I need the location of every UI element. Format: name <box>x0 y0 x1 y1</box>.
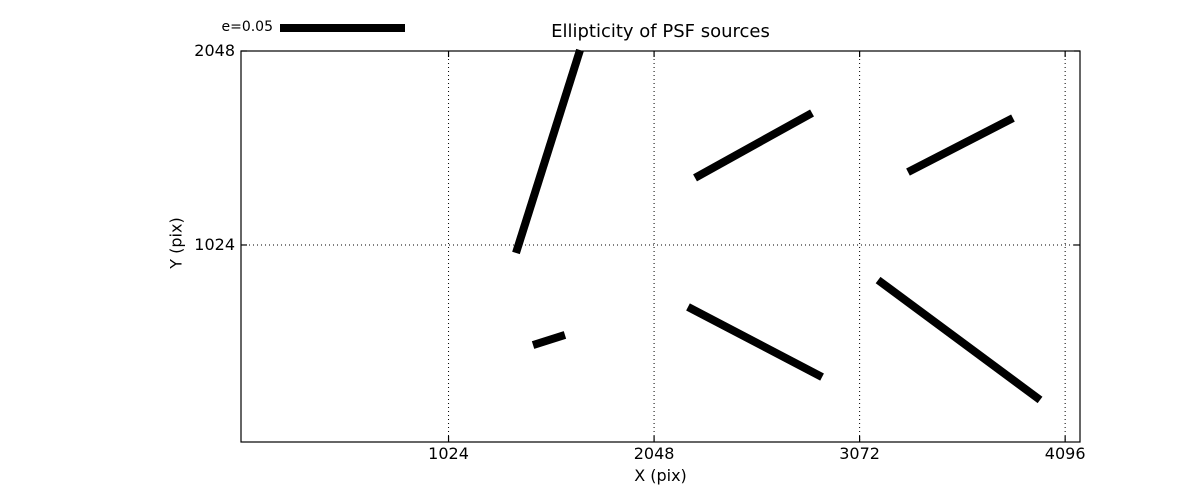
legend-scale-label: e=0.05 <box>221 19 273 35</box>
chart-title: Ellipticity of PSF sources <box>551 21 770 42</box>
x-axis-label: X (pix) <box>634 466 687 485</box>
psf-whisker-6 <box>875 276 1043 404</box>
psf-whisker-5 <box>686 303 824 381</box>
x-tick-label-3072: 3072 <box>839 444 880 463</box>
y-tick-label-1024: 1024 <box>194 234 235 254</box>
psf-whisker-2 <box>693 109 814 182</box>
y-tick-label-2048: 2048 <box>194 41 235 60</box>
axes-spines <box>240 50 1081 443</box>
x-tick-label-2048: 2048 <box>633 444 675 463</box>
psf-whisker-3 <box>906 114 1015 176</box>
psf-whisker-4 <box>531 331 567 349</box>
psf-whisker-1 <box>512 48 584 255</box>
x-tick-label-1024: 1024 <box>428 444 469 463</box>
x-tick-label-4096: 4096 <box>1044 444 1086 463</box>
